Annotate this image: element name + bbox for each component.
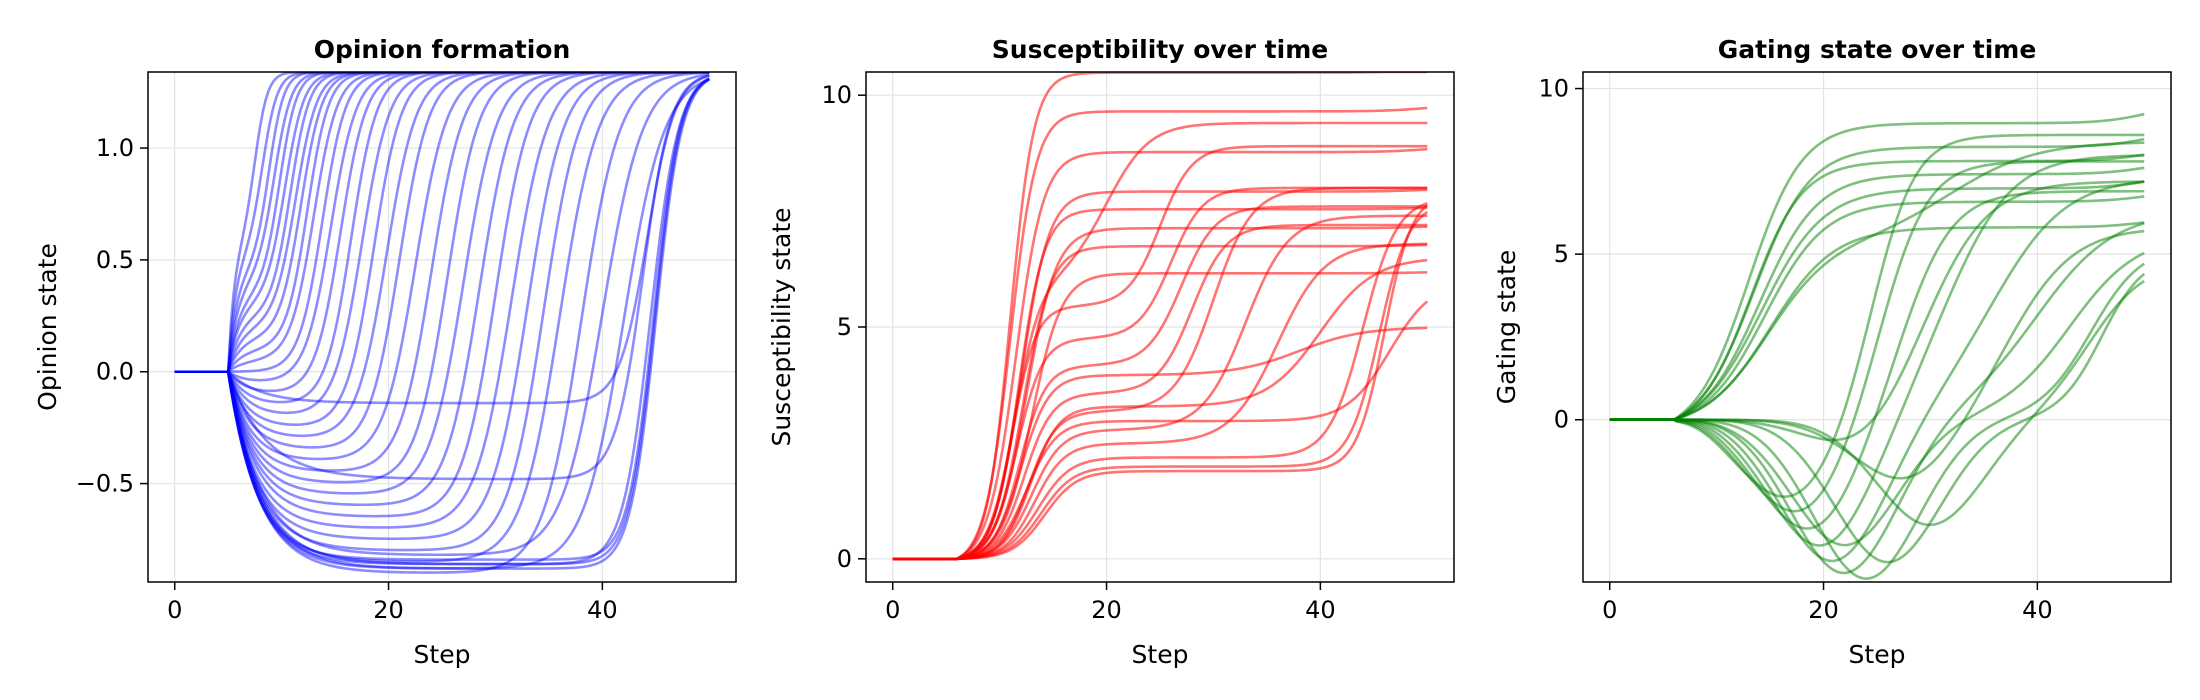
series-lines [892,72,1429,561]
series-line [892,201,1428,561]
series-line [174,72,710,461]
chart-title: Susceptibility over time [992,35,1328,64]
series-line [174,72,710,438]
series-line [174,72,710,374]
susceptibility-panel: 0 20 40 0 5 10 Susceptibility over time Step Sus… [767,35,1455,669]
series-line [174,77,710,566]
y-tick-label: 1.0 [96,134,134,162]
series-line [174,77,710,566]
series-line [1609,154,2145,547]
y-tick-label: 0 [837,545,852,573]
y-axis-label: Susceptibility state [767,207,796,446]
y-axis-label: Opinion state [33,243,62,411]
series-line [892,243,1428,561]
series-line [174,72,710,404]
series-line [1609,251,2145,547]
series-line [174,72,710,472]
series-line [1609,272,2146,564]
series-line [892,258,1428,561]
series-line [174,74,710,405]
series-line [1609,229,2145,480]
x-tick-label: 0 [167,596,182,624]
series-line [892,203,1429,561]
series-line [174,72,710,426]
series-line [174,72,710,374]
series-line [174,77,710,561]
x-tick-label: 20 [1091,596,1122,624]
x-tick-label: 40 [1305,596,1336,624]
y-tick-label: 5 [837,313,852,341]
y-tick-label: 0.5 [96,246,134,274]
opinion-formation-panel: 0 20 40 −0.5 0.0 0.5 1.0 Opinion formation Step O… [33,35,737,669]
y-tick-label: 10 [1538,75,1569,103]
y-tick-label: 5 [1554,240,1569,268]
x-axis-label: Step [414,640,471,669]
series-line [1609,180,2145,422]
series-line [892,225,1428,561]
series-line [174,72,710,415]
x-axis-label: Step [1849,640,1906,669]
series-line [174,72,710,529]
series-line [174,73,710,557]
chart-title: Opinion formation [314,35,571,64]
plot-frame [147,71,737,583]
series-line [892,300,1429,561]
y-tick-label: 0 [1554,406,1569,434]
series-line [174,72,710,374]
series-line [1609,180,2145,442]
x-tick-label: 0 [1602,596,1617,624]
series-line [174,72,710,374]
series-line [1609,279,2145,527]
series-line [174,72,710,541]
x-tick-label: 40 [587,596,618,624]
series-line [1609,189,2145,530]
series-line [1609,195,2145,422]
series-line [1609,112,2145,422]
series-line [1609,160,2145,513]
series-line [1609,180,2145,563]
series-line [892,147,1428,561]
series-line [174,72,710,374]
series-line [174,72,710,574]
series-line [892,121,1428,561]
gating-state-panel: 0 20 40 0 5 10 Gating state over time Step Gatin… [1492,35,2172,669]
series-line [174,72,710,374]
plot-frame [1582,71,2172,583]
series-line [892,242,1428,561]
x-tick-label: 40 [2022,596,2053,624]
x-tick-label: 20 [373,596,404,624]
series-line [892,223,1428,561]
series-line [892,144,1428,561]
series-line [1609,221,2145,422]
series-line [174,72,710,374]
series-line [174,78,710,570]
x-tick-label: 20 [1808,596,1839,624]
y-tick-label: −0.5 [76,470,134,498]
series-line [892,271,1428,561]
chart-title: Gating state over time [1718,35,2037,64]
series-line [174,72,710,449]
series-lines [1609,112,2146,580]
series-line [1609,222,2145,575]
series-line [1609,141,2145,422]
series-line [174,72,710,374]
y-axis-label: Gating state [1492,250,1521,404]
series-lines [174,72,710,574]
y-tick-label: 0.0 [96,358,134,386]
x-axis-label: Step [1132,640,1189,669]
series-line [174,78,710,570]
x-tick-label: 0 [885,596,900,624]
y-tick-label: 10 [821,81,852,109]
series-line [1609,133,2145,498]
series-line [174,72,710,393]
series-line [174,72,710,552]
series-line [892,106,1428,561]
series-line [174,72,710,563]
series-line [174,72,710,374]
series-line [174,72,710,374]
series-line [174,74,710,481]
series-line [892,326,1428,561]
